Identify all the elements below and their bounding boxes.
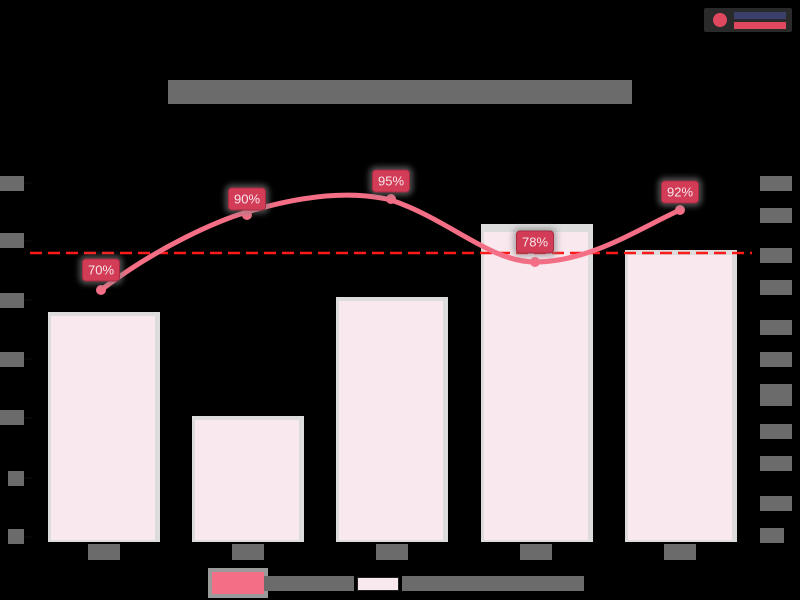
- left-tick-label: [0, 233, 24, 248]
- right-tick-label: [760, 208, 792, 223]
- x-tick-label: [664, 544, 696, 560]
- data-label: 90%: [227, 187, 267, 211]
- legend-line-swatch: [212, 572, 264, 594]
- data-label: 92%: [660, 180, 700, 204]
- x-tick-label: [520, 544, 552, 560]
- right-tick-label: [760, 280, 792, 295]
- line-series: [99, 192, 682, 292]
- brand-logo: [704, 8, 792, 32]
- right-tick-label: [760, 528, 784, 543]
- right-tick-label: [760, 352, 792, 367]
- bars: [48, 224, 737, 542]
- data-label: 78%: [515, 230, 555, 254]
- right-tick-label: [760, 176, 792, 191]
- legend-label: [402, 576, 584, 591]
- right-tick-label: [760, 496, 792, 511]
- x-tick-label: [376, 544, 408, 560]
- right-tick-label: [760, 456, 792, 471]
- x-tick-label: [88, 544, 120, 560]
- logo-icon: [713, 13, 727, 27]
- data-label: 95%: [371, 169, 411, 193]
- right-tick-label: [760, 248, 792, 263]
- legend-bar-swatch: [357, 577, 399, 591]
- right-tick-label: [760, 384, 792, 406]
- right-tick-label: [760, 320, 792, 335]
- left-tick-label: [8, 529, 24, 544]
- x-tick-label: [232, 544, 264, 560]
- left-ticks: [24, 182, 32, 538]
- chart-title: [168, 80, 632, 104]
- left-tick-label: [0, 352, 24, 367]
- right-tick-label: [760, 424, 792, 439]
- left-tick-label: [0, 176, 24, 191]
- left-tick-label: [0, 410, 24, 425]
- legend-label: [264, 576, 354, 591]
- left-tick-label: [8, 471, 24, 486]
- left-tick-label: [0, 293, 24, 308]
- data-label: 70%: [81, 258, 121, 282]
